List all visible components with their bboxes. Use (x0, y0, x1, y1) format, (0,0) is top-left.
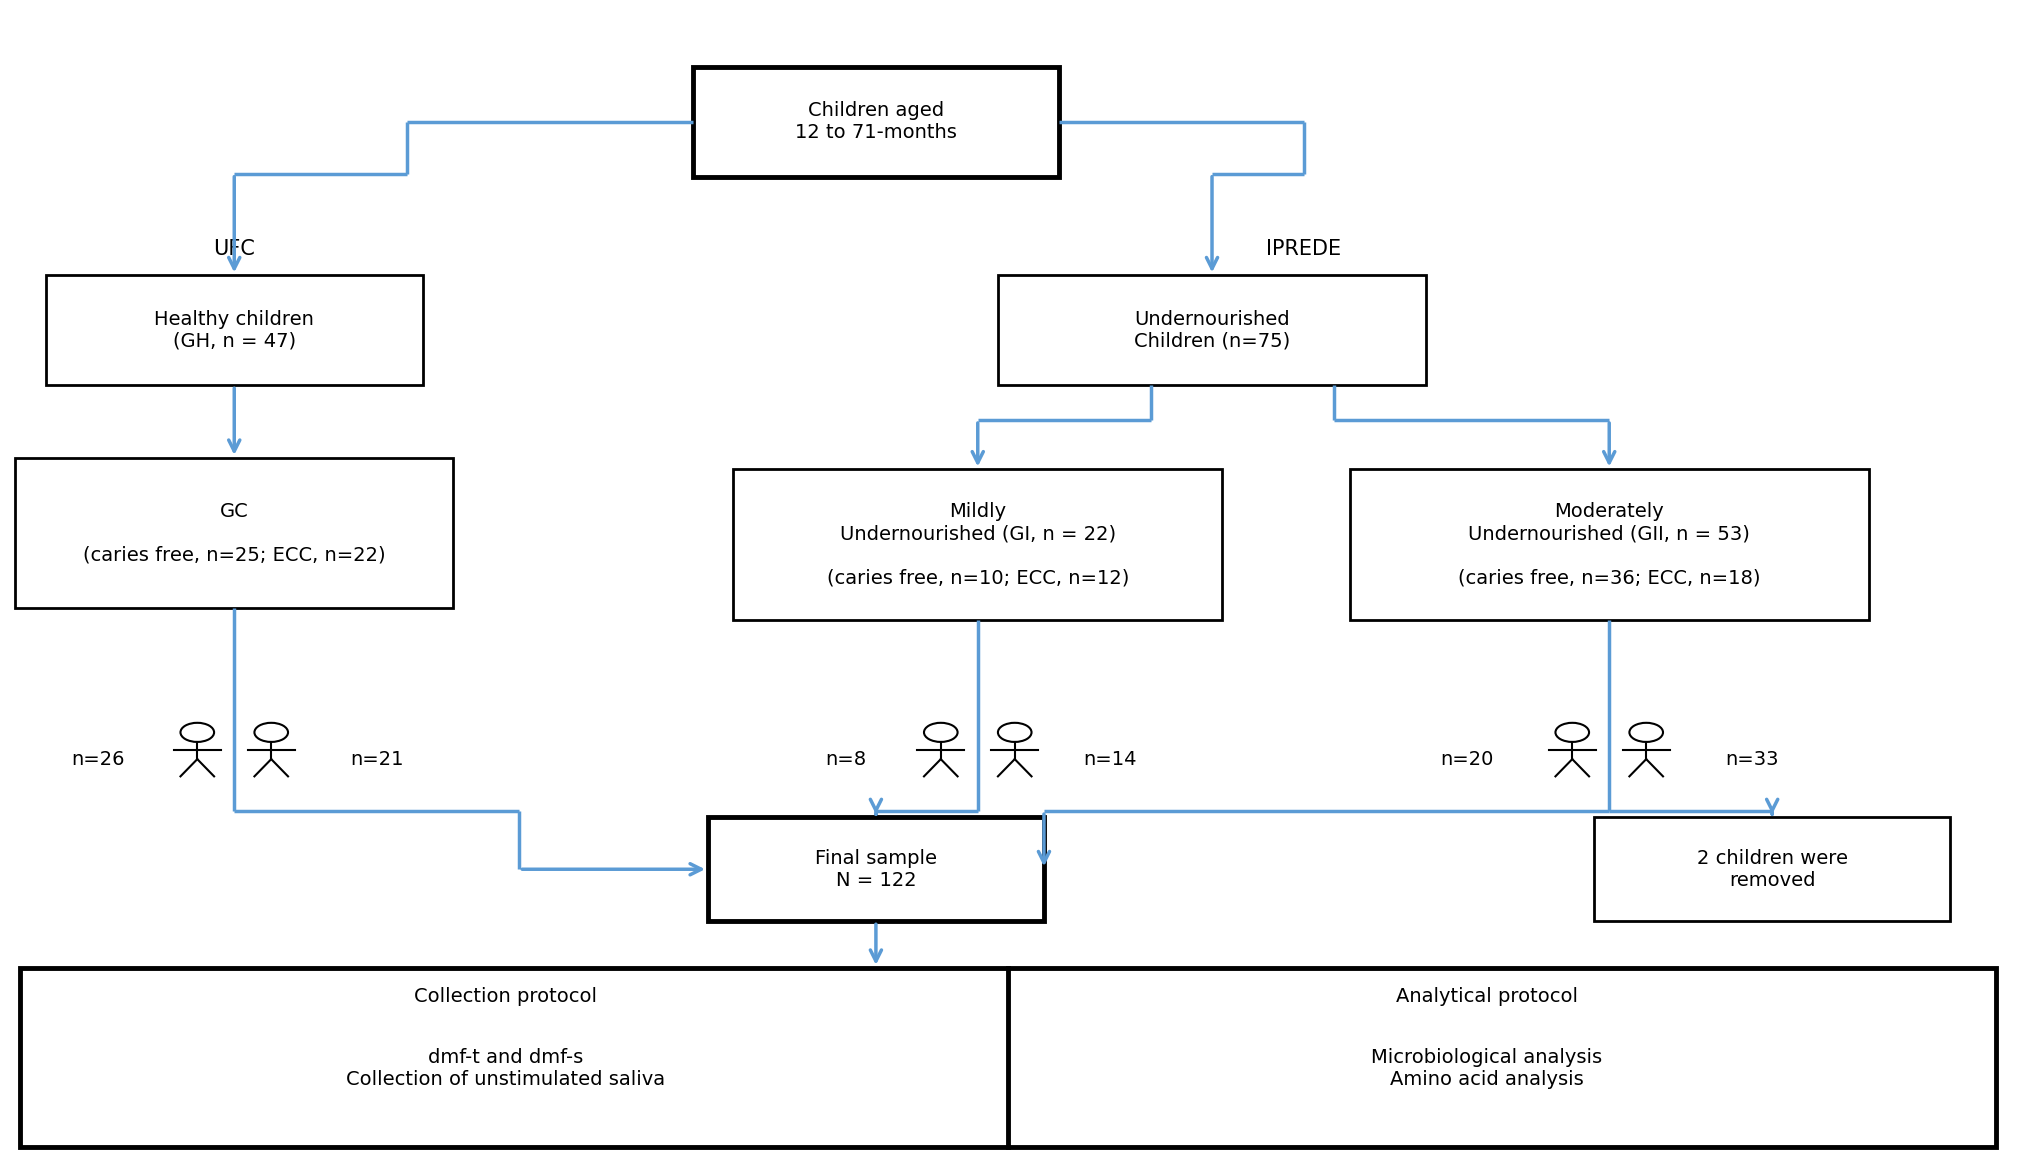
Text: Undernourished
Children (n=75): Undernourished Children (n=75) (1135, 309, 1289, 351)
Text: n=33: n=33 (1725, 750, 1778, 768)
Text: UFC: UFC (214, 239, 255, 260)
FancyBboxPatch shape (998, 276, 1426, 385)
Text: n=21: n=21 (350, 750, 403, 768)
FancyBboxPatch shape (20, 968, 1996, 1147)
FancyBboxPatch shape (16, 458, 452, 608)
Text: Microbiological analysis
Amino acid analysis: Microbiological analysis Amino acid anal… (1371, 1048, 1603, 1089)
FancyBboxPatch shape (733, 469, 1222, 620)
Text: n=14: n=14 (1084, 750, 1137, 768)
Text: Healthy children
(GH, n = 47): Healthy children (GH, n = 47) (155, 309, 314, 351)
Text: Final sample
N = 122: Final sample N = 122 (815, 848, 937, 890)
Text: Analytical protocol: Analytical protocol (1395, 987, 1579, 1006)
Text: Moderately
Undernourished (GII, n = 53)

(caries free, n=36; ECC, n=18): Moderately Undernourished (GII, n = 53) … (1458, 502, 1760, 588)
FancyBboxPatch shape (1593, 817, 1951, 921)
FancyBboxPatch shape (1351, 469, 1870, 620)
FancyBboxPatch shape (693, 66, 1059, 176)
Text: 2 children were
removed: 2 children were removed (1697, 848, 1848, 890)
FancyBboxPatch shape (47, 276, 424, 385)
Text: n=8: n=8 (825, 750, 866, 768)
Text: n=20: n=20 (1440, 750, 1493, 768)
Text: n=26: n=26 (71, 750, 124, 768)
FancyBboxPatch shape (709, 817, 1043, 921)
Text: Mildly
Undernourished (GI, n = 22)

(caries free, n=10; ECC, n=12): Mildly Undernourished (GI, n = 22) (cari… (827, 502, 1128, 588)
Text: Children aged
12 to 71-months: Children aged 12 to 71-months (794, 101, 957, 143)
Text: GC

(caries free, n=25; ECC, n=22): GC (caries free, n=25; ECC, n=22) (84, 502, 385, 564)
Text: IPREDE: IPREDE (1267, 239, 1340, 260)
Text: Collection protocol: Collection protocol (414, 987, 597, 1006)
Text: dmf-t and dmf-s
Collection of unstimulated saliva: dmf-t and dmf-s Collection of unstimulat… (346, 1048, 664, 1089)
